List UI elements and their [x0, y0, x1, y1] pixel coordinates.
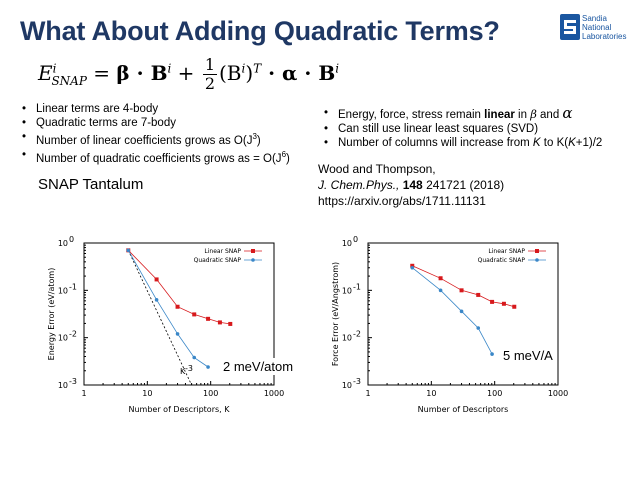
data-point-quadratic — [192, 355, 197, 360]
data-point-linear — [459, 288, 464, 293]
data-point-linear — [175, 304, 180, 309]
data-point-linear — [206, 316, 211, 321]
data-point-quadratic — [126, 248, 131, 253]
data-point-linear — [192, 312, 197, 317]
y-tick-exponent: -3 — [353, 377, 361, 386]
right-bullet-list: Energy, force, stress remain linear in β… — [322, 106, 602, 151]
data-point-quadratic — [490, 352, 494, 356]
plot-frame — [367, 242, 559, 386]
arxiv-link[interactable]: https://arxiv.org/abs/1711.11131 — [318, 194, 486, 208]
citation: Wood and Thompson, J. Chem.Phys., 148 24… — [318, 162, 505, 208]
list-item: Number of linear coefficients grows as O… — [22, 130, 290, 148]
list-item: Linear terms are 4-body — [22, 102, 290, 116]
data-point-linear — [410, 263, 415, 268]
series-line-quadratic — [412, 267, 493, 355]
data-point-quadratic — [154, 298, 159, 302]
data-point-linear — [217, 320, 222, 325]
legend-label: Linear SNAP — [204, 248, 241, 255]
y-tick-label: 10 — [58, 381, 68, 390]
x-tick-label: 1 — [81, 389, 86, 398]
x-tick-label: 1 — [365, 389, 370, 398]
list-item: Number of columns will increase from K t… — [324, 136, 602, 150]
y-axis-label: Energy Error (eV/atom) — [47, 268, 56, 361]
y-axis-label: Force Error (eV/Angstrom) — [331, 262, 340, 366]
series-line-linear — [412, 265, 515, 308]
data-point-linear — [154, 277, 159, 282]
logo-text: Sandia National Laboratories — [582, 14, 627, 41]
data-point-quadratic — [410, 265, 415, 270]
data-point-linear — [228, 321, 233, 326]
legend-label: Quadratic SNAP — [478, 257, 526, 264]
k-minus-3-reference-line — [127, 250, 192, 386]
x-tick-label: 1000 — [264, 389, 284, 398]
legend-label: Quadratic SNAP — [194, 257, 242, 264]
reference-line-label: K — [180, 367, 186, 376]
y-tick-label: 10 — [58, 334, 68, 343]
x-axis-label: Number of Descriptors, K — [129, 405, 231, 414]
y-tick-label: 10 — [342, 239, 352, 248]
x-tick-label: 1000 — [548, 389, 568, 398]
slide-title: What About Adding Quadratic Terms? — [20, 16, 500, 46]
energy-error-chart: 1 10 100 1000 10 -3 10 -2 10 -1 10 0 Number of Descr… — [36, 235, 296, 425]
y-tick-label: 10 — [58, 239, 68, 248]
x-tick-label: 10 — [426, 389, 436, 398]
data-point-linear — [501, 301, 506, 306]
list-item: Can still use linear least squares (SVD) — [324, 122, 602, 136]
snap-energy-equation: EiSNAP = β · Bi + 1 2 (Bi)T · α · Bi — [38, 55, 340, 93]
force-callout: 5 meV/A — [500, 347, 556, 364]
series-line-quadratic — [127, 250, 209, 368]
y-tick-exponent: 0 — [69, 235, 74, 244]
y-tick-exponent: -1 — [353, 282, 361, 291]
y-tick-label: 10 — [342, 286, 352, 295]
snap-tantalum-heading: SNAP Tantalum — [38, 176, 144, 193]
data-point-quadratic — [476, 326, 481, 330]
legend-marker — [535, 249, 539, 253]
data-point-linear — [512, 304, 517, 309]
reference-line-label-exponent: -3 — [185, 364, 193, 373]
energy-callout: 2 meV/atom — [220, 358, 297, 375]
y-tick-label: 10 — [58, 286, 68, 295]
x-axis-label: Number of Descriptors — [418, 405, 509, 414]
data-point-quadratic — [206, 365, 210, 369]
list-item: Energy, force, stress remain linear in β… — [324, 106, 602, 122]
y-tick-exponent: -2 — [69, 330, 77, 339]
data-point-linear — [438, 276, 443, 281]
data-point-linear — [476, 292, 481, 297]
x-tick-label: 10 — [142, 389, 152, 398]
force-error-chart: 1 10 100 1000 10 -3 10 -2 10 -1 10 0 Number of Descr… — [320, 235, 580, 425]
left-bullet-list: Linear terms are 4-body Quadratic terms … — [20, 102, 290, 166]
y-tick-exponent: 0 — [353, 235, 358, 244]
x-tick-label: 100 — [487, 389, 502, 398]
data-point-quadratic — [438, 288, 443, 293]
data-point-quadratic — [459, 309, 464, 314]
plot-frame — [83, 242, 275, 386]
sandia-thunderbird-icon — [560, 14, 580, 40]
x-tick-label: 100 — [203, 389, 218, 398]
data-point-quadratic — [175, 332, 180, 336]
list-item: Quadratic terms are 7-body — [22, 116, 290, 130]
legend-marker — [251, 249, 255, 253]
y-tick-exponent: -1 — [69, 282, 77, 291]
y-tick-exponent: -3 — [69, 377, 77, 386]
y-tick-label: 10 — [342, 334, 352, 343]
legend-marker — [251, 258, 255, 262]
list-item: Number of quadratic coefficients grows a… — [22, 148, 290, 166]
y-tick-label: 10 — [342, 381, 352, 390]
legend-label: Linear SNAP — [488, 248, 525, 255]
data-point-linear — [490, 299, 495, 304]
legend-marker — [535, 258, 539, 262]
sandia-logo: Sandia National Laboratories — [560, 14, 630, 44]
y-tick-exponent: -2 — [353, 330, 361, 339]
